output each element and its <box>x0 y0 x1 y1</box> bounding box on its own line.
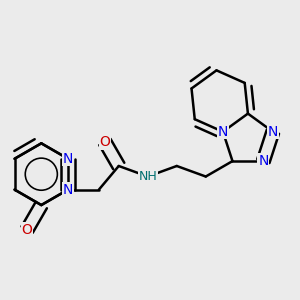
Text: N: N <box>218 125 228 139</box>
Text: N: N <box>268 125 278 139</box>
Text: O: O <box>99 135 110 149</box>
Text: N: N <box>63 152 73 166</box>
Text: O: O <box>22 223 32 237</box>
Text: N: N <box>63 183 73 196</box>
Text: N: N <box>258 154 268 168</box>
Text: NH: NH <box>138 170 157 183</box>
